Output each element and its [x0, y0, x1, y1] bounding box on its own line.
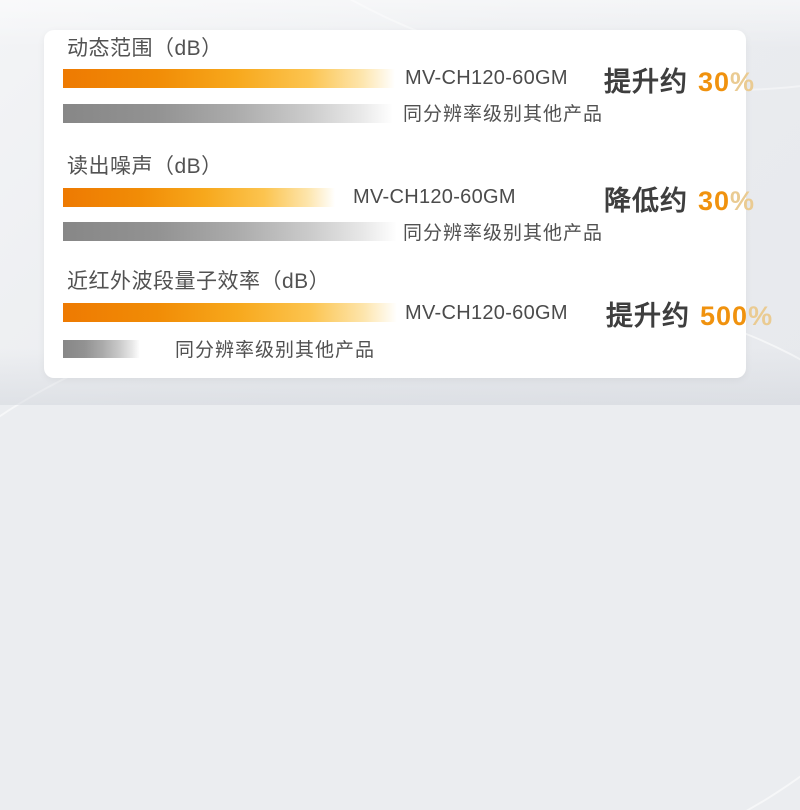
competitor-bar: [63, 222, 397, 241]
change-annotation: 降低约 30%: [604, 186, 755, 216]
change-value: 30: [698, 67, 731, 97]
competitor-label: 同分辨率级别其他产品: [403, 104, 604, 125]
competitor-bar: [63, 104, 393, 123]
change-annotation: 提升约 30%: [604, 67, 755, 97]
competitor-label: 同分辨率级别其他产品: [403, 223, 604, 244]
change-annotation: 提升约 500%: [606, 301, 773, 331]
section-title: 近红外波段量子效率（dB）: [67, 270, 331, 293]
change-percent-sign: %: [730, 186, 756, 216]
change-value: 500: [700, 301, 749, 331]
competitor-bar: [63, 340, 140, 358]
change-prefix: 降低约: [604, 186, 688, 216]
change-percent-sign: %: [748, 301, 774, 331]
change-prefix: 提升约: [604, 67, 688, 97]
product-bar: [63, 69, 395, 88]
product-bar: [63, 188, 335, 207]
change-prefix: 提升约: [606, 301, 690, 331]
product-label: MV-CH120-60GM: [353, 186, 516, 208]
section-title: 动态范围（dB）: [67, 37, 223, 60]
change-percent-sign: %: [730, 67, 756, 97]
product-bar: [63, 303, 397, 322]
product-label: MV-CH120-60GM: [405, 302, 568, 324]
product-label: MV-CH120-60GM: [405, 67, 568, 89]
competitor-label: 同分辨率级别其他产品: [175, 340, 376, 361]
section-title: 读出噪声（dB）: [67, 155, 223, 178]
change-value: 30: [698, 186, 731, 216]
